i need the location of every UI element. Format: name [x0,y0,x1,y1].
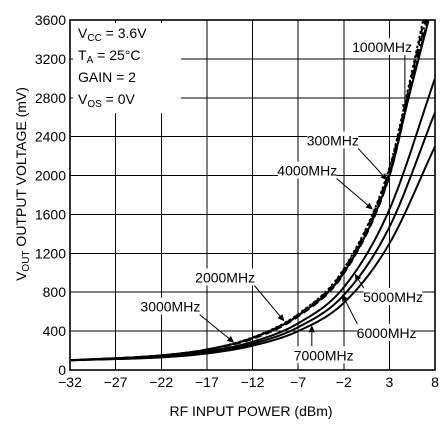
condition-line: TA = 25°C [78,47,140,66]
condition-line: VCC = 3.6V [78,25,147,44]
annotation-arrowhead [401,104,409,112]
annotation-label-bg [294,346,353,364]
y-tick-label: 800 [43,284,67,300]
y-tick-label: 0 [58,362,66,378]
plot-frame [69,19,436,371]
y-tick-label: 1200 [35,245,66,261]
y-axis-title-rest: OUTPUT VOLTAGE (mV) [13,87,29,250]
y-tick-label: 2800 [35,90,66,106]
y-axis-title-sub: OUT [21,250,32,271]
annotation-leader [199,314,230,339]
x-axis-title: RF INPUT POWER (dBm) [169,403,332,419]
series-label-2000MHz: 2000MHz [195,270,255,286]
x-tick-label: 8 [431,374,439,390]
x-axis-ticks: −32 −27 −22 −17 −12 −7 −2 3 8 [58,374,439,390]
annotation-label-bg [363,287,423,305]
series-label-3000MHz: 3000MHz [140,299,200,315]
annotation-leader [357,148,384,176]
annotation-label-bg [277,161,337,179]
annotation-label-bg [307,131,359,149]
annotation-leader [254,285,281,317]
x-tick-label: 3 [385,374,393,390]
y-tick-label: 2400 [35,129,66,145]
x-tick-label: −17 [195,374,219,390]
annotation-label-bg [352,38,412,56]
annotation-arrowhead [380,173,388,181]
series-label-7000MHz: 7000MHz [294,347,354,363]
curves [69,19,436,362]
annotation-leader [344,300,358,325]
x-tick-label: −7 [290,374,306,390]
annotation-arrowhead [354,273,362,282]
series-label-300MHz: 300MHz [307,132,359,148]
annotation-arrowhead [365,202,373,210]
annotation-arrowhead [341,294,348,302]
curve-annotations: 1000MHz 300MHz 4000MHz 2000MHz 3000MHz 5000MH… [140,38,423,364]
y-axis-ticks: 0 400 800 1200 1600 2000 2400 2800 3200 3600 [35,12,66,378]
y-tick-label: 3200 [35,51,66,67]
y-tick-label: 2000 [35,168,66,184]
x-tick-label: −32 [58,374,82,390]
conditions-box [73,23,181,113]
series-label-5000MHz: 5000MHz [363,289,423,305]
series-label-4000MHz: 4000MHz [277,163,337,179]
y-tick-label: 3600 [35,12,66,28]
annotation-arrowhead [226,335,235,343]
x-tick-label: −12 [241,374,265,390]
annotation-arrowhead [277,313,285,322]
series-label-6000MHz: 6000MHz [357,325,417,341]
series-label-1000MHz: 1000MHz [352,39,412,55]
y-axis-title: VOUT OUTPUT VOLTAGE (mV) [13,87,32,281]
y-tick-label: 400 [43,323,67,339]
annotation-arrowhead [308,325,316,333]
x-tick-label: −22 [149,374,173,390]
x-tick-label: −2 [336,374,352,390]
annotation-label-bg [141,297,200,315]
conditions: VCC = 3.6V TA = 25°C GAIN = 2 VOS = 0V [78,25,147,110]
y-tick-label: 1600 [35,206,66,222]
x-tick-label: −27 [104,374,128,390]
condition-line: VOS = 0V [78,91,136,110]
y-axis-title-v: V [13,271,29,281]
series-line-7000MHz [69,145,436,362]
annotation-leader [358,279,365,289]
grid [70,20,435,370]
condition-line: GAIN = 2 [78,69,136,85]
annotation-leader [336,178,368,206]
annotation-label-bg [357,323,416,341]
annotation-label-bg [195,268,255,286]
